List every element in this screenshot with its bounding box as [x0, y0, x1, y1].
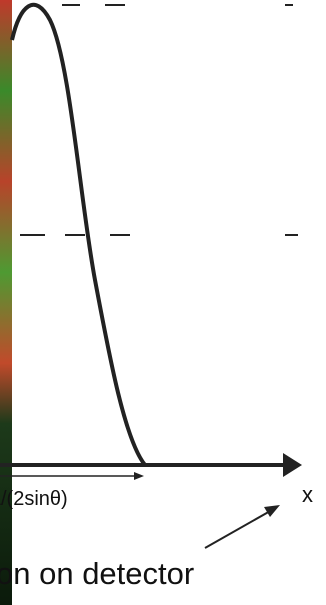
axis-arrowhead	[283, 453, 302, 477]
width-label: λ/(2sinθ)	[0, 488, 68, 511]
diagram	[0, 0, 326, 605]
figure: x λ/(2sinθ) on on detector	[0, 0, 326, 605]
dashed-lines	[20, 5, 298, 235]
pointer-arrowhead	[264, 505, 280, 517]
pointer-arrow	[205, 510, 272, 548]
caption: on on detector	[0, 556, 194, 592]
width-arrowhead	[134, 472, 144, 480]
image-strip	[0, 0, 12, 605]
axis-label: x	[302, 482, 313, 508]
